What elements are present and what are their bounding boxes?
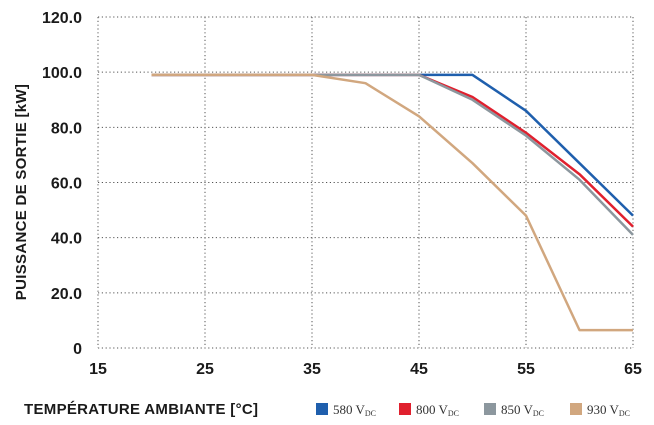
legend-swatch-3 bbox=[570, 403, 582, 415]
y-tick-label-2: 40.0 bbox=[51, 231, 82, 248]
x-axis-title: TEMPÉRATURE AMBIANTE [°C] bbox=[24, 401, 258, 418]
legend-swatch-0 bbox=[316, 403, 328, 415]
legend: 580 VDC 800 VDC 850 VDC 930 VDC bbox=[316, 402, 630, 418]
x-tick-label-5: 65 bbox=[624, 361, 642, 378]
legend-swatch-2 bbox=[484, 403, 496, 415]
legend-label-3: 930 VDC bbox=[587, 402, 630, 418]
x-tick-label-3: 45 bbox=[410, 361, 428, 378]
legend-label-2: 850 VDC bbox=[501, 402, 544, 418]
series-lines bbox=[151, 73, 634, 332]
y-tick-label-6: 120.0 bbox=[42, 10, 82, 27]
y-tick-label-5: 100.0 bbox=[42, 65, 82, 82]
legend-swatch-1 bbox=[399, 403, 411, 415]
x-tick-label-0: 15 bbox=[89, 361, 107, 378]
x-tick-label-1: 25 bbox=[196, 361, 214, 378]
y-tick-label-3: 60.0 bbox=[51, 176, 82, 193]
series-line-1 bbox=[151, 73, 634, 228]
y-tick-label-1: 20.0 bbox=[51, 286, 82, 303]
x-tick-label-4: 55 bbox=[517, 361, 535, 378]
series-line-0 bbox=[151, 73, 634, 217]
series-line-3 bbox=[151, 73, 633, 332]
legend-label-1: 800 VDC bbox=[416, 402, 459, 418]
legend-label-0: 580 VDC bbox=[333, 402, 376, 418]
grid-lines bbox=[97, 16, 634, 349]
y-axis-title: PUISSANCE DE SORTIE [kW] bbox=[13, 84, 30, 300]
axis-ticks: 15 25 35 45 55 65 0 20.0 40.0 60.0 80.0 100.0 120.0 bbox=[42, 10, 642, 378]
x-tick-label-2: 35 bbox=[303, 361, 321, 378]
y-tick-label-0: 0 bbox=[73, 341, 82, 358]
y-tick-label-4: 80.0 bbox=[51, 120, 82, 137]
